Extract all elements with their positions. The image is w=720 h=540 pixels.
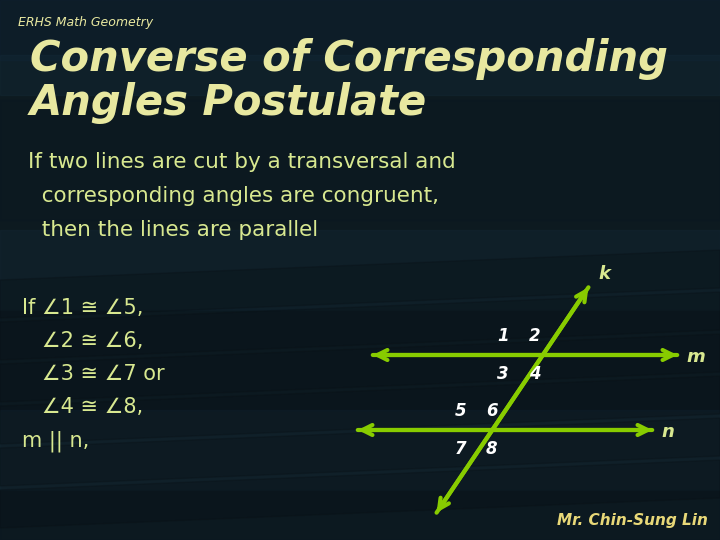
Bar	[0, 310, 720, 410]
Text: corresponding angles are congruent,: corresponding angles are congruent,	[28, 186, 439, 206]
Text: ∠3 ≅ ∠7 or: ∠3 ≅ ∠7 or	[22, 364, 165, 384]
Bar	[0, 100, 720, 220]
Polygon shape	[0, 418, 720, 486]
Bar	[0, 0, 720, 60]
Text: If two lines are cut by a transversal and: If two lines are cut by a transversal an…	[28, 152, 456, 172]
Text: If ∠1 ≅ ∠5,: If ∠1 ≅ ∠5,	[22, 298, 143, 318]
Polygon shape	[0, 460, 720, 528]
Text: k: k	[598, 265, 610, 283]
Bar	[0, 490, 720, 540]
Polygon shape	[0, 292, 720, 360]
Text: 7: 7	[454, 440, 466, 458]
Text: 1: 1	[498, 327, 509, 345]
Text: m || n,: m || n,	[22, 430, 89, 451]
Text: ∠2 ≅ ∠6,: ∠2 ≅ ∠6,	[22, 331, 143, 351]
Bar	[0, 230, 720, 310]
Text: 5: 5	[454, 402, 466, 420]
Polygon shape	[0, 376, 720, 444]
Text: m: m	[686, 348, 705, 366]
Polygon shape	[0, 334, 720, 402]
Text: 6: 6	[486, 402, 498, 420]
Text: 4: 4	[529, 365, 541, 383]
Bar	[0, 55, 720, 95]
Bar	[0, 410, 720, 490]
Text: n: n	[661, 423, 674, 441]
Text: 2: 2	[529, 327, 541, 345]
Text: 8: 8	[486, 440, 498, 458]
Text: 3: 3	[498, 365, 509, 383]
Text: then the lines are parallel: then the lines are parallel	[28, 220, 318, 240]
Polygon shape	[0, 250, 720, 318]
Text: Mr. Chin-Sung Lin: Mr. Chin-Sung Lin	[557, 513, 708, 528]
Text: ∠4 ≅ ∠8,: ∠4 ≅ ∠8,	[22, 397, 143, 417]
Text: ERHS Math Geometry: ERHS Math Geometry	[18, 16, 153, 29]
Text: Converse of Corresponding
Angles Postulate: Converse of Corresponding Angles Postula…	[30, 38, 668, 124]
